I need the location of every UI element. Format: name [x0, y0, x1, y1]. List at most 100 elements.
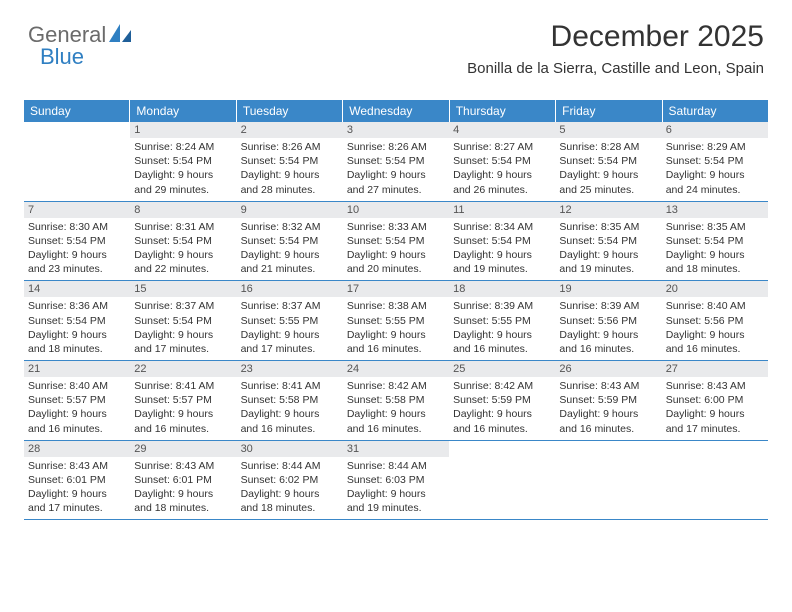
- day-cell: 31Sunrise: 8:44 AMSunset: 6:03 PMDayligh…: [343, 441, 449, 520]
- daylight-line: Daylight: 9 hours and 16 minutes.: [559, 328, 657, 356]
- sunset-line: Sunset: 5:58 PM: [241, 393, 339, 407]
- day-body: Sunrise: 8:26 AMSunset: 5:54 PMDaylight:…: [343, 138, 449, 201]
- day-cell: 24Sunrise: 8:42 AMSunset: 5:58 PMDayligh…: [343, 361, 449, 440]
- day-body: Sunrise: 8:37 AMSunset: 5:54 PMDaylight:…: [130, 297, 236, 360]
- day-cell: 10Sunrise: 8:33 AMSunset: 5:54 PMDayligh…: [343, 202, 449, 281]
- day-body: Sunrise: 8:31 AMSunset: 5:54 PMDaylight:…: [130, 218, 236, 281]
- day-number: 29: [130, 441, 236, 457]
- day-number: 4: [449, 122, 555, 138]
- day-cell: 12Sunrise: 8:35 AMSunset: 5:54 PMDayligh…: [555, 202, 661, 281]
- calendar-grid: SundayMondayTuesdayWednesdayThursdayFrid…: [24, 100, 768, 520]
- sunset-line: Sunset: 6:03 PM: [347, 473, 445, 487]
- day-cell: 22Sunrise: 8:41 AMSunset: 5:57 PMDayligh…: [130, 361, 236, 440]
- day-number: 27: [662, 361, 768, 377]
- daylight-line: Daylight: 9 hours and 16 minutes.: [347, 407, 445, 435]
- weekday-header: Monday: [130, 100, 236, 122]
- daylight-line: Daylight: 9 hours and 18 minutes.: [666, 248, 764, 276]
- sunrise-line: Sunrise: 8:44 AM: [241, 459, 339, 473]
- day-number: 2: [237, 122, 343, 138]
- sunrise-line: Sunrise: 8:28 AM: [559, 140, 657, 154]
- day-body: Sunrise: 8:35 AMSunset: 5:54 PMDaylight:…: [555, 218, 661, 281]
- title-block: December 2025 Bonilla de la Sierra, Cast…: [467, 20, 764, 77]
- day-body: Sunrise: 8:28 AMSunset: 5:54 PMDaylight:…: [555, 138, 661, 201]
- sunrise-line: Sunrise: 8:37 AM: [134, 299, 232, 313]
- day-cell: 13Sunrise: 8:35 AMSunset: 5:54 PMDayligh…: [662, 202, 768, 281]
- day-body: Sunrise: 8:43 AMSunset: 6:00 PMDaylight:…: [662, 377, 768, 440]
- weekday-header: Wednesday: [343, 100, 449, 122]
- daylight-line: Daylight: 9 hours and 21 minutes.: [241, 248, 339, 276]
- sunrise-line: Sunrise: 8:30 AM: [28, 220, 126, 234]
- day-cell: 16Sunrise: 8:37 AMSunset: 5:55 PMDayligh…: [237, 281, 343, 360]
- day-cell: 18Sunrise: 8:39 AMSunset: 5:55 PMDayligh…: [449, 281, 555, 360]
- day-number: 15: [130, 281, 236, 297]
- week-row: 14Sunrise: 8:36 AMSunset: 5:54 PMDayligh…: [24, 281, 768, 361]
- day-cell: 11Sunrise: 8:34 AMSunset: 5:54 PMDayligh…: [449, 202, 555, 281]
- day-body: Sunrise: 8:33 AMSunset: 5:54 PMDaylight:…: [343, 218, 449, 281]
- sunrise-line: Sunrise: 8:27 AM: [453, 140, 551, 154]
- sunrise-line: Sunrise: 8:26 AM: [347, 140, 445, 154]
- day-body: Sunrise: 8:40 AMSunset: 5:56 PMDaylight:…: [662, 297, 768, 360]
- daylight-line: Daylight: 9 hours and 19 minutes.: [347, 487, 445, 515]
- sunset-line: Sunset: 5:57 PM: [134, 393, 232, 407]
- day-number: 30: [237, 441, 343, 457]
- day-body: Sunrise: 8:43 AMSunset: 6:01 PMDaylight:…: [130, 457, 236, 520]
- day-number: 23: [237, 361, 343, 377]
- sunset-line: Sunset: 5:54 PM: [453, 234, 551, 248]
- daylight-line: Daylight: 9 hours and 19 minutes.: [453, 248, 551, 276]
- day-cell: 27Sunrise: 8:43 AMSunset: 6:00 PMDayligh…: [662, 361, 768, 440]
- day-number: 20: [662, 281, 768, 297]
- sunset-line: Sunset: 5:54 PM: [666, 154, 764, 168]
- sunset-line: Sunset: 5:55 PM: [453, 314, 551, 328]
- location-text: Bonilla de la Sierra, Castille and Leon,…: [467, 60, 764, 77]
- sunset-line: Sunset: 5:56 PM: [666, 314, 764, 328]
- day-cell: 1Sunrise: 8:24 AMSunset: 5:54 PMDaylight…: [130, 122, 236, 201]
- weekday-header: Saturday: [663, 100, 768, 122]
- day-body: Sunrise: 8:34 AMSunset: 5:54 PMDaylight:…: [449, 218, 555, 281]
- day-number: 19: [555, 281, 661, 297]
- day-number: 31: [343, 441, 449, 457]
- sunrise-line: Sunrise: 8:37 AM: [241, 299, 339, 313]
- day-body: Sunrise: 8:37 AMSunset: 5:55 PMDaylight:…: [237, 297, 343, 360]
- day-cell: 17Sunrise: 8:38 AMSunset: 5:55 PMDayligh…: [343, 281, 449, 360]
- daylight-line: Daylight: 9 hours and 24 minutes.: [666, 168, 764, 196]
- day-body: Sunrise: 8:30 AMSunset: 5:54 PMDaylight:…: [24, 218, 130, 281]
- brand-part2: Blue: [40, 44, 84, 70]
- sunrise-line: Sunrise: 8:39 AM: [453, 299, 551, 313]
- daylight-line: Daylight: 9 hours and 16 minutes.: [559, 407, 657, 435]
- daylight-line: Daylight: 9 hours and 17 minutes.: [241, 328, 339, 356]
- day-number: 17: [343, 281, 449, 297]
- sunset-line: Sunset: 6:02 PM: [241, 473, 339, 487]
- sunrise-line: Sunrise: 8:29 AM: [666, 140, 764, 154]
- sunset-line: Sunset: 5:55 PM: [241, 314, 339, 328]
- sunrise-line: Sunrise: 8:43 AM: [28, 459, 126, 473]
- sunrise-line: Sunrise: 8:36 AM: [28, 299, 126, 313]
- day-number: 28: [24, 441, 130, 457]
- day-body: Sunrise: 8:26 AMSunset: 5:54 PMDaylight:…: [237, 138, 343, 201]
- week-row: 21Sunrise: 8:40 AMSunset: 5:57 PMDayligh…: [24, 361, 768, 441]
- day-number: 14: [24, 281, 130, 297]
- day-number: 10: [343, 202, 449, 218]
- daylight-line: Daylight: 9 hours and 25 minutes.: [559, 168, 657, 196]
- day-body: Sunrise: 8:39 AMSunset: 5:55 PMDaylight:…: [449, 297, 555, 360]
- day-cell: 23Sunrise: 8:41 AMSunset: 5:58 PMDayligh…: [237, 361, 343, 440]
- day-number: 26: [555, 361, 661, 377]
- sunset-line: Sunset: 5:54 PM: [28, 314, 126, 328]
- day-body: Sunrise: 8:42 AMSunset: 5:58 PMDaylight:…: [343, 377, 449, 440]
- day-cell: 21Sunrise: 8:40 AMSunset: 5:57 PMDayligh…: [24, 361, 130, 440]
- day-number: 8: [130, 202, 236, 218]
- daylight-line: Daylight: 9 hours and 17 minutes.: [28, 487, 126, 515]
- day-cell: 4Sunrise: 8:27 AMSunset: 5:54 PMDaylight…: [449, 122, 555, 201]
- month-title: December 2025: [467, 20, 764, 54]
- daylight-line: Daylight: 9 hours and 23 minutes.: [28, 248, 126, 276]
- daylight-line: Daylight: 9 hours and 28 minutes.: [241, 168, 339, 196]
- day-body: Sunrise: 8:32 AMSunset: 5:54 PMDaylight:…: [237, 218, 343, 281]
- day-body: Sunrise: 8:29 AMSunset: 5:54 PMDaylight:…: [662, 138, 768, 201]
- day-body: Sunrise: 8:44 AMSunset: 6:02 PMDaylight:…: [237, 457, 343, 520]
- day-number: 12: [555, 202, 661, 218]
- day-cell: 5Sunrise: 8:28 AMSunset: 5:54 PMDaylight…: [555, 122, 661, 201]
- sunset-line: Sunset: 5:54 PM: [134, 234, 232, 248]
- day-body: Sunrise: 8:36 AMSunset: 5:54 PMDaylight:…: [24, 297, 130, 360]
- day-body: Sunrise: 8:35 AMSunset: 5:54 PMDaylight:…: [662, 218, 768, 281]
- sunset-line: Sunset: 5:54 PM: [453, 154, 551, 168]
- sunrise-line: Sunrise: 8:31 AM: [134, 220, 232, 234]
